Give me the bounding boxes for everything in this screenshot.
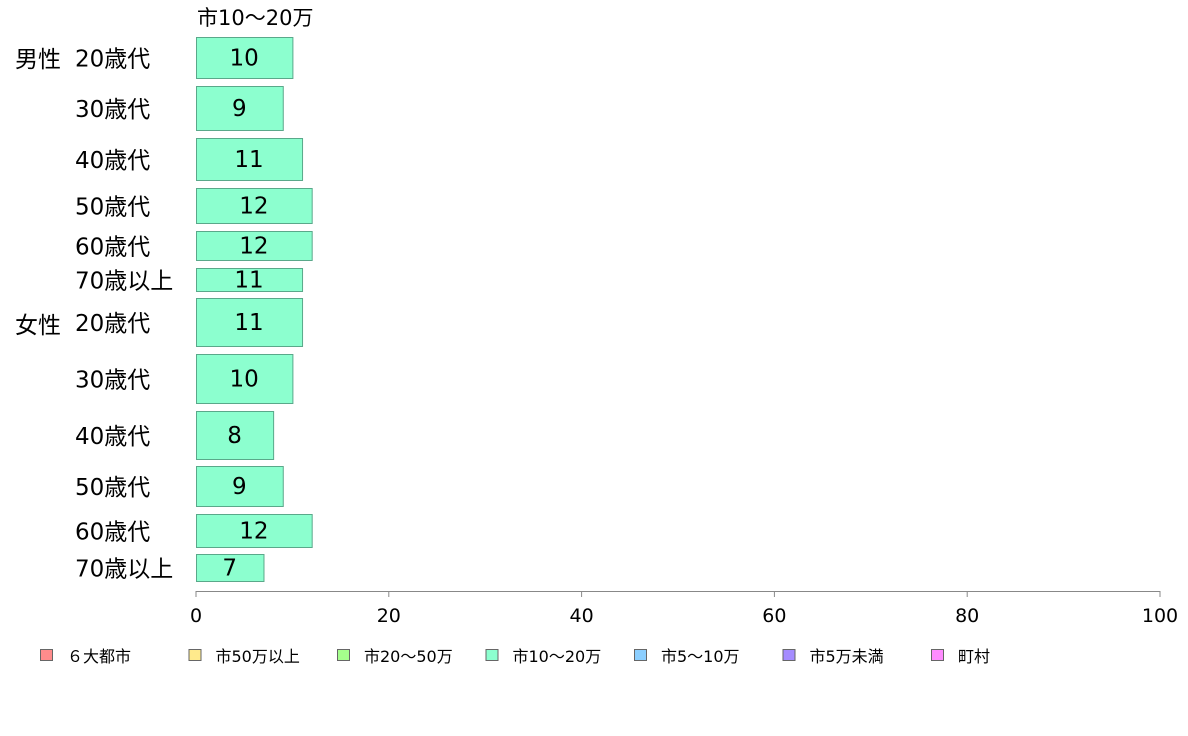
bar-value-label: 9: [232, 96, 247, 122]
x-tick-label: 80: [955, 605, 979, 627]
x-tick-label: 20: [377, 605, 401, 627]
legend-label: 市5万未満: [810, 647, 884, 666]
legend-label: 市20〜50万: [364, 647, 453, 666]
series-label: 市10〜20万: [197, 6, 313, 30]
bar: [196, 298, 304, 347]
x-axis: 0 20 40 60 80 100: [190, 591, 1178, 627]
group-label: 男性: [15, 47, 61, 73]
legend-swatch: [782, 649, 796, 661]
category-label: 30歳代: [75, 97, 150, 123]
legend-label: 市50万以上: [216, 647, 300, 666]
bar: [196, 268, 304, 292]
bar: [196, 354, 294, 404]
bar-value-label: 12: [239, 519, 268, 545]
bar: [196, 86, 284, 131]
bar-value-label: 11: [234, 268, 263, 294]
bar-value-label: 11: [234, 147, 263, 173]
bar-value-label: 8: [227, 423, 242, 449]
category-label: 20歳代: [75, 47, 150, 73]
category-label: 60歳代: [75, 520, 150, 546]
bar-value-label: 9: [232, 474, 247, 500]
bars-layer: 男性 20歳代 10 30歳代 9 40歳代 11 50歳代 12 60歳代 12 70歳以上 11 女性…: [15, 37, 313, 583]
legend-swatch: [485, 649, 499, 661]
legend-label: 市5〜10万: [661, 647, 740, 666]
legend-swatch: [40, 649, 53, 661]
category-label: 40歳代: [75, 148, 150, 174]
legend-label: 町村: [958, 647, 990, 666]
bar-value-label: 12: [239, 234, 268, 260]
bar: [196, 514, 313, 548]
category-label: 30歳代: [75, 368, 150, 394]
category-label: 60歳代: [75, 235, 150, 261]
legend-swatch: [931, 649, 944, 661]
x-tick-label: 40: [570, 605, 594, 627]
category-label: 20歳代: [75, 311, 150, 337]
legend-label: 市10〜20万: [513, 647, 602, 666]
x-tick-label: 60: [762, 605, 786, 627]
bar-value-label: 10: [230, 367, 259, 393]
bar-value-label: 7: [222, 556, 237, 582]
category-label: 50歳代: [75, 475, 150, 501]
bar: [196, 138, 304, 181]
category-label: 40歳代: [75, 424, 150, 450]
legend-label: ６大都市: [67, 647, 131, 666]
bar-value-label: 11: [234, 310, 263, 336]
bar: [196, 466, 284, 507]
category-label: 70歳以上: [75, 269, 173, 295]
legend-swatch: [634, 649, 647, 661]
group-label: 女性: [15, 313, 61, 339]
bar: [196, 231, 313, 261]
x-tick-label: 100: [1142, 605, 1178, 627]
x-tick-label: 0: [190, 605, 202, 627]
bar: [196, 554, 265, 582]
bar-value-label: 10: [230, 46, 259, 72]
legend: ６大都市 市50万以上 市20〜50万 市10〜20万 市5〜10万 市5万未満 町村: [40, 647, 990, 666]
bar: [196, 188, 313, 224]
bar: [196, 37, 294, 79]
bar: [196, 411, 275, 460]
category-label: 70歳以上: [75, 557, 173, 583]
category-label: 50歳代: [75, 195, 150, 221]
bar-value-label: 12: [239, 194, 268, 220]
legend-swatch: [188, 649, 202, 661]
legend-swatch: [337, 649, 350, 661]
